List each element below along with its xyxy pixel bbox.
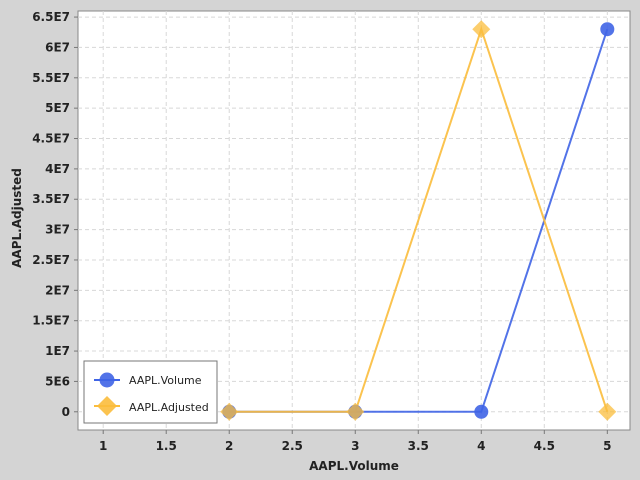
x-tick-label: 4.5 [534,439,555,453]
legend: AAPL.Volume AAPL.Adjusted [83,360,218,424]
x-tick-label: 5 [603,439,611,453]
axes: 1 1.5 2 2.5 3 3.5 4 4.5 5 0 5E6 1E7 1.5E7 2E7 2.5E7 3E7… [32,10,611,453]
y-tick-label: 4E7 [45,162,70,176]
data-point-aapl-volume [474,404,489,419]
y-tick-label: 6E7 [45,40,70,54]
legend-marker-volume [99,372,115,388]
y-tick-label: 1.5E7 [32,314,70,328]
x-tick-label: 4 [477,439,485,453]
x-tick-label: 1.5 [156,439,177,453]
data-point-aapl-adjusted [346,402,365,421]
y-tick-label: 2.5E7 [32,253,70,267]
y-tick-label: 5.5E7 [32,71,70,85]
y-tick-label: 1E7 [45,344,70,358]
y-tick-label: 3E7 [45,223,70,237]
y-tick-label: 3.5E7 [32,192,70,206]
legend-marker-adjusted [97,396,117,416]
x-tick-label: 2.5 [282,439,303,453]
y-tick-label: 5E6 [45,374,70,388]
x-tick-label: 2 [225,439,233,453]
data-point-aapl-adjusted [598,402,617,421]
series-line-aapl-adjusted [229,26,609,413]
series-layer [220,20,617,421]
y-tick-label: 6.5E7 [32,10,70,24]
legend-label-volume: AAPL.Volume [129,374,202,387]
legend-label-adjusted: AAPL.Adjusted [129,401,209,414]
y-tick-label: 5E7 [45,101,70,115]
y-axis-label: AAPL.Adjusted [10,168,24,268]
y-tick-label: 4.5E7 [32,132,70,146]
x-tick-label: 1 [99,439,107,453]
x-axis-label: AAPL.Volume [309,459,399,473]
y-tick-label: 0 [62,405,70,419]
plot-area [77,10,631,431]
x-tick-label: 3 [351,439,359,453]
data-point-aapl-adjusted [472,20,491,39]
y-tick-label: 2E7 [45,283,70,297]
data-point-aapl-volume [600,22,615,37]
x-tick-label: 3.5 [408,439,429,453]
data-point-aapl-adjusted [220,402,239,421]
